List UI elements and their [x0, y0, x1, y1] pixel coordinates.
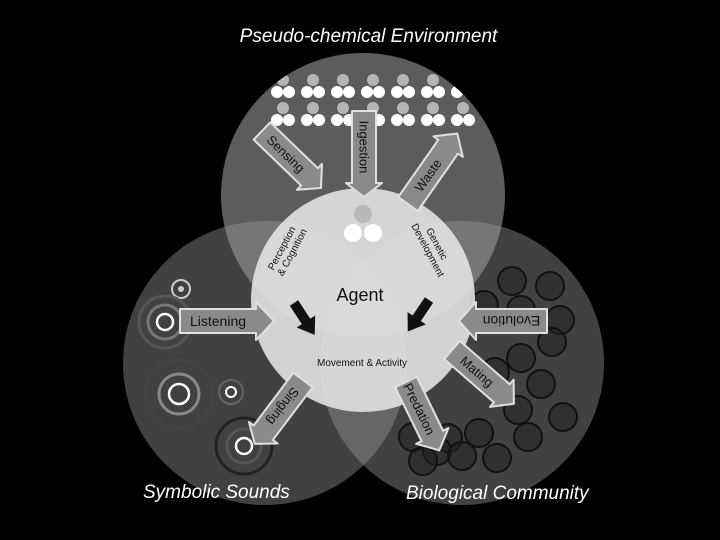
sounds-label: Symbolic Sounds [143, 482, 290, 503]
organism [506, 343, 536, 373]
organism [408, 446, 438, 476]
agent-title: Agent [336, 285, 383, 305]
listening-arrow: Listening [179, 301, 275, 341]
molecule [451, 102, 475, 126]
community-label: Biological Community [406, 483, 589, 504]
molecule [301, 74, 325, 98]
organism [548, 402, 578, 432]
molecule [331, 74, 355, 98]
organism [482, 443, 512, 473]
molecule [301, 102, 325, 126]
ingestion-label: Ingestion [357, 121, 372, 174]
organism [513, 422, 543, 452]
singing-arrow: Singing [247, 371, 314, 445]
organism [497, 266, 527, 296]
cognition-to-movement-arrow [289, 300, 316, 335]
molecule [391, 102, 415, 126]
environment-label: Pseudo-chemical Environment [239, 26, 498, 47]
evolution-label: Evolution [483, 313, 541, 329]
interaction-arrows: Sensing IngestionWasteListeningSingingEvo… [179, 110, 548, 452]
genetic-to-movement-arrow [407, 297, 434, 332]
agent-molecule [344, 205, 382, 242]
molecule [421, 74, 445, 98]
organism [464, 418, 494, 448]
molecule [271, 102, 295, 126]
movement-label: Movement & Activity [317, 358, 407, 369]
organism [447, 441, 477, 471]
evolution-arrow: Evolution [458, 301, 548, 341]
listening-label: Listening [190, 313, 246, 329]
molecule [391, 74, 415, 98]
sound-ripples [137, 279, 274, 476]
organism [535, 271, 565, 301]
organism [526, 369, 556, 399]
organism [537, 327, 567, 357]
molecule [421, 102, 445, 126]
ingestion-arrow: Ingestion [345, 110, 383, 198]
agent-core [251, 188, 475, 412]
molecule [361, 74, 385, 98]
